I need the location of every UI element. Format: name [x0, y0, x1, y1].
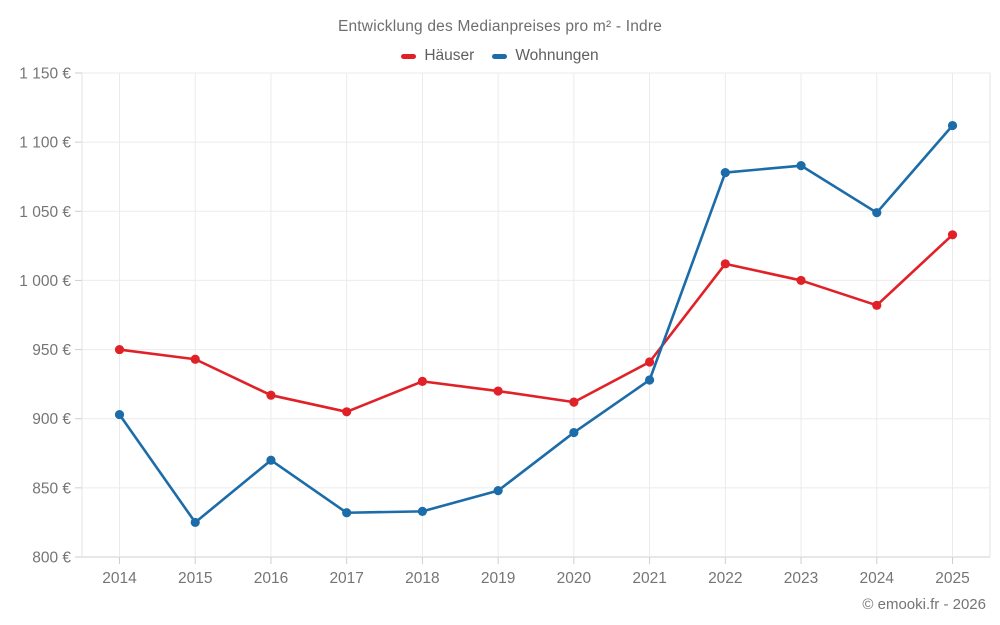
series-line-häuser	[118, 233, 954, 414]
legend-label-hauser: Häuser	[424, 47, 475, 64]
x-tick-label: 2021	[632, 570, 666, 587]
data-point-häuser-2015	[190, 354, 200, 364]
y-tick-label: 900 €	[32, 411, 71, 428]
series-line-wohnungen	[118, 124, 954, 524]
x-tick-label: 2022	[708, 570, 742, 587]
y-tick-label: 1 100 €	[19, 135, 71, 152]
data-point-häuser-2025	[947, 230, 958, 240]
x-tick-label: 2014	[102, 570, 137, 587]
y-tick-label: 850 €	[32, 480, 71, 497]
y-tick-label: 1 150 €	[19, 66, 71, 83]
x-tick-label: 2018	[405, 570, 439, 587]
data-point-wohnungen-2014	[114, 409, 125, 420]
y-tick-label: 1 050 €	[19, 204, 71, 221]
chart-legend: Häuser Wohnungen	[0, 47, 1000, 65]
data-point-häuser-2017	[342, 407, 352, 417]
legend-swatch-wohnungen	[492, 53, 508, 59]
data-point-häuser-2020	[569, 397, 579, 407]
data-point-häuser-2016	[266, 390, 276, 400]
data-point-häuser-2024	[872, 300, 882, 310]
data-point-wohnungen-2019	[493, 486, 503, 496]
data-point-wohnungen-2024	[872, 208, 882, 218]
y-tick-label: 1 000 €	[19, 273, 71, 290]
x-tick-label: 2023	[784, 570, 818, 587]
x-tick-label: 2015	[178, 570, 212, 587]
x-tick-label: 2020	[557, 570, 592, 587]
legend-item-hauser[interactable]: Häuser	[401, 47, 474, 65]
data-point-wohnungen-2016	[266, 455, 276, 465]
x-tick-label: 2019	[481, 570, 515, 587]
x-tick-label: 2025	[935, 570, 969, 587]
data-point-wohnungen-2025	[947, 120, 958, 131]
y-tick-label: 800 €	[32, 550, 71, 567]
data-point-wohnungen-2020	[569, 427, 579, 438]
copyright-credit: © emooki.fr - 2026	[862, 596, 986, 613]
data-point-wohnungen-2021	[644, 375, 655, 385]
y-tick-label: 950 €	[32, 342, 71, 359]
data-point-wohnungen-2018	[417, 506, 428, 516]
data-point-wohnungen-2017	[342, 508, 352, 518]
data-point-häuser-2022	[720, 259, 730, 269]
data-point-häuser-2018	[417, 376, 428, 386]
legend-swatch-hauser	[401, 53, 417, 59]
data-point-häuser-2021	[644, 357, 655, 367]
data-point-wohnungen-2022	[720, 167, 730, 178]
x-tick-label: 2016	[254, 570, 288, 587]
data-point-wohnungen-2023	[796, 161, 806, 171]
data-point-häuser-2019	[493, 386, 503, 396]
chart-title: Entwicklung des Medianpreises pro m² - I…	[337, 18, 663, 35]
legend-item-wohnungen[interactable]: Wohnungen	[492, 47, 599, 65]
legend-label-wohnungen: Wohnungen	[515, 47, 599, 64]
x-tick-label: 2024	[860, 570, 895, 587]
x-tick-label: 2017	[329, 570, 363, 587]
data-point-wohnungen-2015	[190, 517, 200, 528]
data-point-häuser-2014	[114, 344, 125, 355]
data-point-häuser-2023	[796, 275, 806, 286]
